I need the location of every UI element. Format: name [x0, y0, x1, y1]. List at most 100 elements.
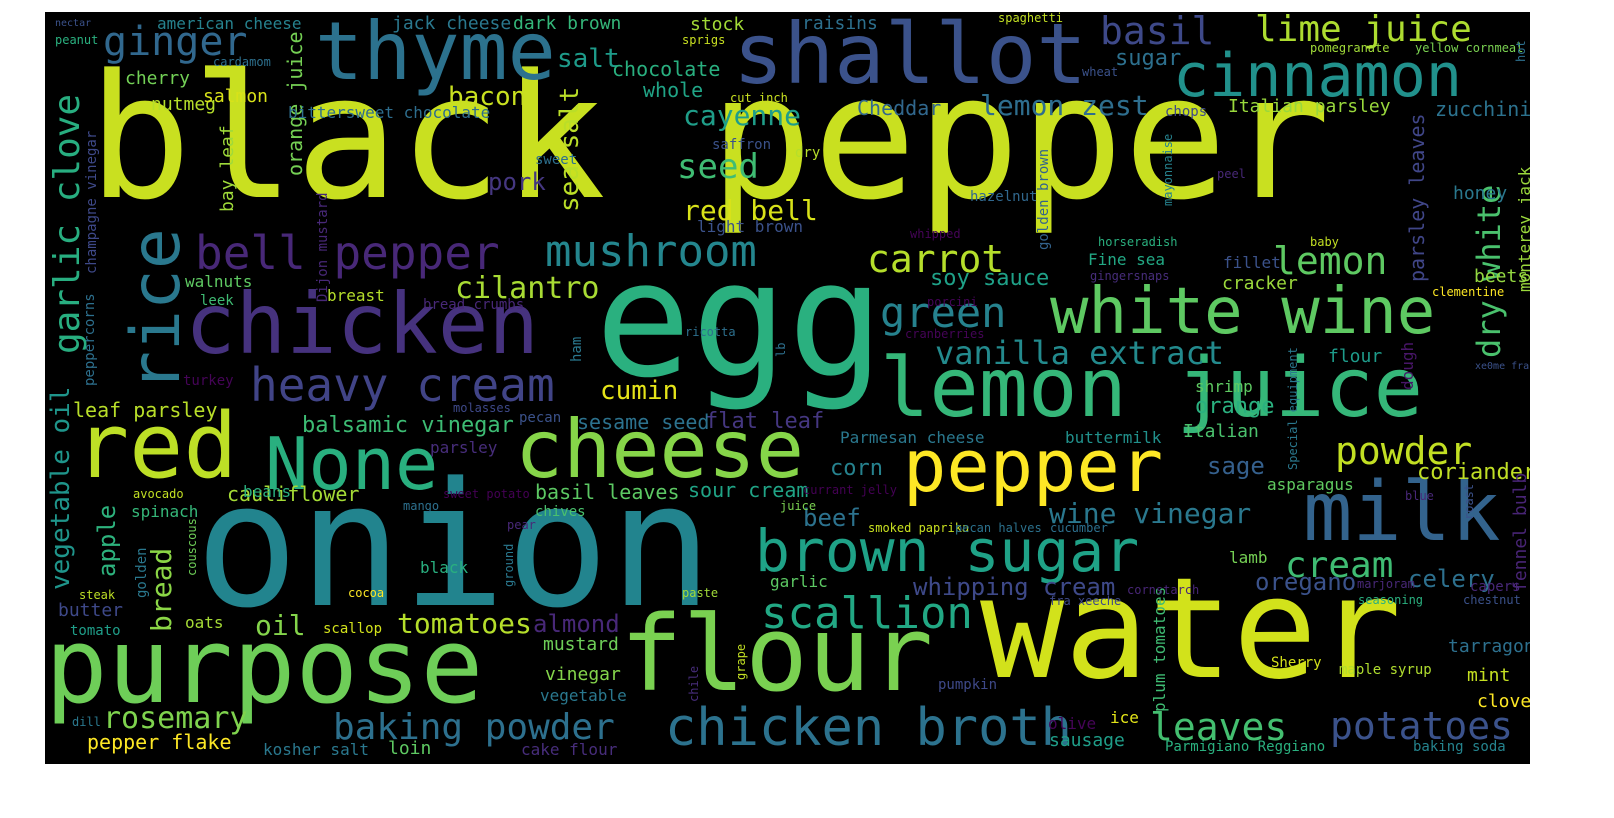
- word: fra xeeche: [1049, 594, 1122, 608]
- word: steak: [79, 588, 116, 602]
- word: onion: [195, 445, 713, 646]
- word: whole: [643, 78, 704, 102]
- word: sea salt: [555, 86, 585, 212]
- word: marjoram: [1357, 577, 1415, 591]
- word: black pepper: [88, 37, 1331, 238]
- word: Cheddar: [857, 96, 942, 120]
- word: balsamic vinegar: [302, 413, 514, 438]
- word: thyme: [315, 12, 556, 98]
- word: flour: [620, 593, 934, 715]
- word: purpose: [45, 605, 484, 727]
- word: soy sauce: [930, 266, 1050, 291]
- word: lemon: [1273, 239, 1388, 283]
- word: golden brown: [1036, 148, 1052, 250]
- word: breast: [327, 286, 385, 305]
- word: white wine: [1050, 275, 1436, 349]
- word: egg: [595, 226, 884, 413]
- word: basil: [1100, 12, 1215, 53]
- word: parsley leaves: [1405, 113, 1429, 282]
- word: loin: [388, 738, 432, 759]
- word: cinnamon: [1173, 41, 1462, 111]
- word: wine vinegar: [1049, 497, 1252, 530]
- word: hazelnut: [970, 189, 1038, 205]
- word: salt: [557, 44, 620, 74]
- word: chestnut: [1463, 593, 1521, 607]
- word: sprigs: [682, 33, 726, 47]
- word: potatoes: [1330, 704, 1514, 748]
- word: pumpkin: [938, 677, 998, 693]
- word: ice: [1110, 708, 1139, 727]
- word: molasses: [453, 401, 511, 415]
- word: vinegar: [545, 664, 621, 685]
- word: baking soda: [1413, 739, 1506, 755]
- word-cloud: black pepper onion water egg flour purpo…: [45, 12, 1530, 764]
- word: light brown: [697, 217, 803, 236]
- word: beef: [803, 504, 861, 532]
- word: chile: [687, 665, 701, 702]
- word: brown sugar: [755, 517, 1140, 585]
- word: cumin: [600, 376, 679, 406]
- word: scallop: [323, 621, 383, 637]
- word: american cheese: [157, 14, 302, 33]
- word: lb: [774, 342, 788, 357]
- word: lamb: [1229, 548, 1268, 567]
- word: saffron: [712, 137, 772, 153]
- word: bell pepper: [195, 226, 500, 280]
- word: lemon zest: [980, 89, 1149, 122]
- word: chicken broth: [665, 698, 1072, 758]
- word: blue: [1405, 489, 1434, 503]
- word: stock: [690, 14, 745, 35]
- word: rosemary: [103, 701, 248, 736]
- word: lemon juice: [880, 341, 1424, 436]
- word: chops: [1165, 104, 1208, 120]
- word: black: [420, 558, 469, 577]
- word: cornstarch: [1127, 583, 1200, 597]
- word: honey: [1453, 183, 1508, 204]
- word: roast: [1462, 483, 1476, 520]
- word: chicken: [185, 275, 540, 373]
- word: Parmesan cheese: [840, 428, 985, 447]
- word: xe0me fra: [1475, 361, 1530, 372]
- word: kosher salt: [263, 740, 369, 759]
- word: garlic clove: [47, 93, 88, 354]
- word: pork: [488, 168, 546, 196]
- word: porcini: [927, 295, 978, 309]
- word: mushroom: [545, 226, 757, 277]
- word: jack cheese: [392, 13, 512, 34]
- word: nectar: [55, 18, 92, 29]
- word: coriander: [1417, 460, 1530, 485]
- word: oats: [185, 613, 224, 632]
- word: Italian parsley: [1228, 96, 1391, 117]
- word: bittersweet chocolate: [288, 103, 491, 122]
- word: seasoning: [1358, 593, 1424, 607]
- word: cheese: [515, 403, 804, 496]
- word: capers: [1470, 579, 1521, 595]
- word: cake flour: [521, 740, 618, 759]
- word: cauliflower: [227, 482, 360, 506]
- word: golden: [134, 547, 150, 598]
- word: ground: [502, 543, 516, 587]
- word: whipping cream: [913, 573, 1116, 601]
- word: pepper: [903, 424, 1164, 508]
- word: zucchini: [1435, 97, 1530, 121]
- word: couscous: [185, 518, 199, 576]
- word: Italian: [1183, 421, 1259, 442]
- word: heavy cream: [250, 358, 555, 412]
- word: None: [265, 422, 439, 506]
- word: Parmigiano Reggiano: [1165, 739, 1326, 755]
- word: parsley: [430, 438, 498, 457]
- word: cocoa: [348, 586, 385, 600]
- word: sour cream: [688, 478, 809, 502]
- word: mustard: [543, 634, 619, 655]
- word: powder: [1335, 429, 1473, 473]
- word: chives: [535, 504, 586, 520]
- word: avocado: [133, 487, 184, 501]
- word: almond: [533, 610, 620, 638]
- word: grape: [734, 643, 748, 680]
- word: leek: [200, 293, 234, 309]
- word: dark brown: [513, 13, 622, 34]
- word: cherry: [125, 68, 191, 89]
- word: pepper flake: [87, 730, 232, 754]
- word: champagne vinegar: [84, 130, 100, 274]
- word: lime juice: [1255, 12, 1472, 50]
